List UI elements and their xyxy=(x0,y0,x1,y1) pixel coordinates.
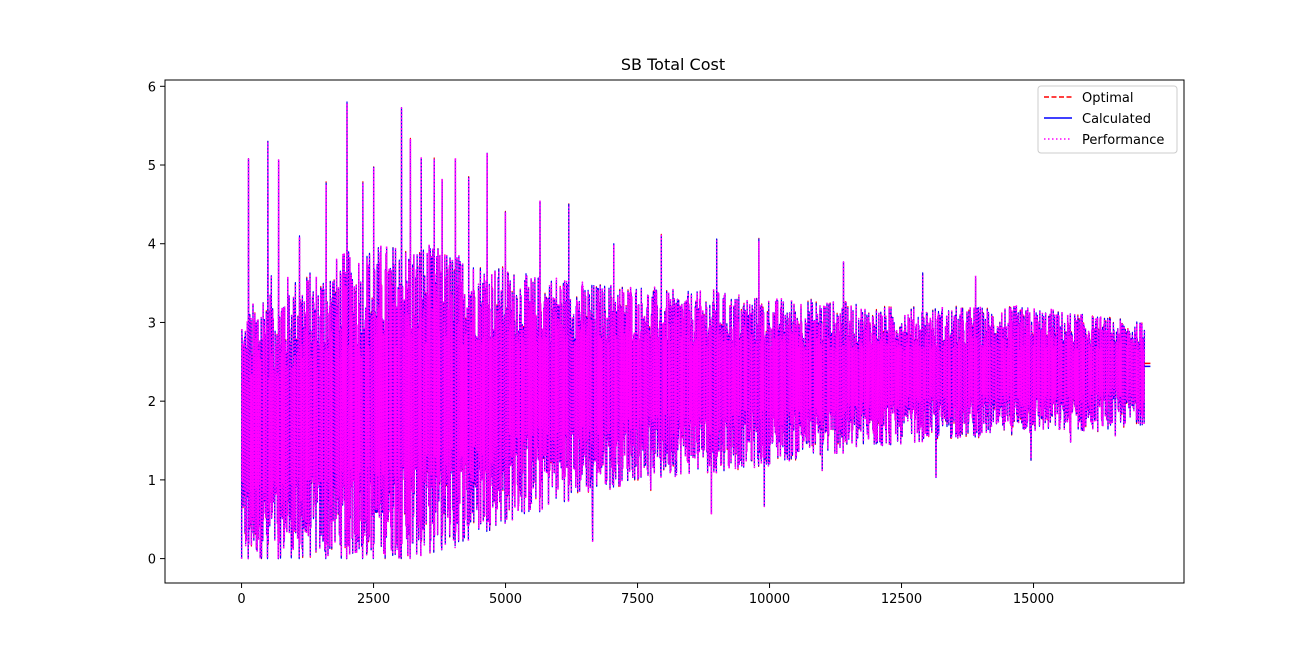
y-tick-label: 6 xyxy=(148,80,156,95)
x-tick-label: 10000 xyxy=(749,592,790,607)
y-tick-label: 4 xyxy=(148,238,156,253)
y-tick-label: 3 xyxy=(148,316,156,331)
x-axis: 0 2500 5000 7500 10000 12500 15000 xyxy=(237,583,1054,607)
x-tick-label: 15000 xyxy=(1013,592,1054,607)
x-tick-label: 7500 xyxy=(621,592,654,607)
series-line-performance xyxy=(240,102,1146,560)
plot-area xyxy=(240,101,1151,560)
legend-label-performance: Performance xyxy=(1082,133,1164,148)
y-axis: 0 1 2 3 4 5 6 xyxy=(148,80,165,568)
legend-label-optimal: Optimal xyxy=(1082,91,1133,106)
y-tick-label: 1 xyxy=(148,474,156,489)
legend-box xyxy=(1037,85,1178,154)
x-tick-label: 2500 xyxy=(357,592,390,607)
y-tick-label: 2 xyxy=(148,395,156,410)
legend-label-calculated: Calculated xyxy=(1082,112,1151,127)
axes-frame xyxy=(164,79,1185,584)
series-tail xyxy=(1144,362,1151,368)
legend: Optimal Calculated Performance xyxy=(1037,85,1178,154)
x-tick-label: 12500 xyxy=(881,592,922,607)
x-tick-label: 0 xyxy=(237,592,245,607)
y-tick-label: 5 xyxy=(148,159,156,174)
y-tick-label: 0 xyxy=(148,553,156,568)
chart-title: SB Total Cost xyxy=(621,55,725,74)
x-tick-label: 5000 xyxy=(489,592,522,607)
